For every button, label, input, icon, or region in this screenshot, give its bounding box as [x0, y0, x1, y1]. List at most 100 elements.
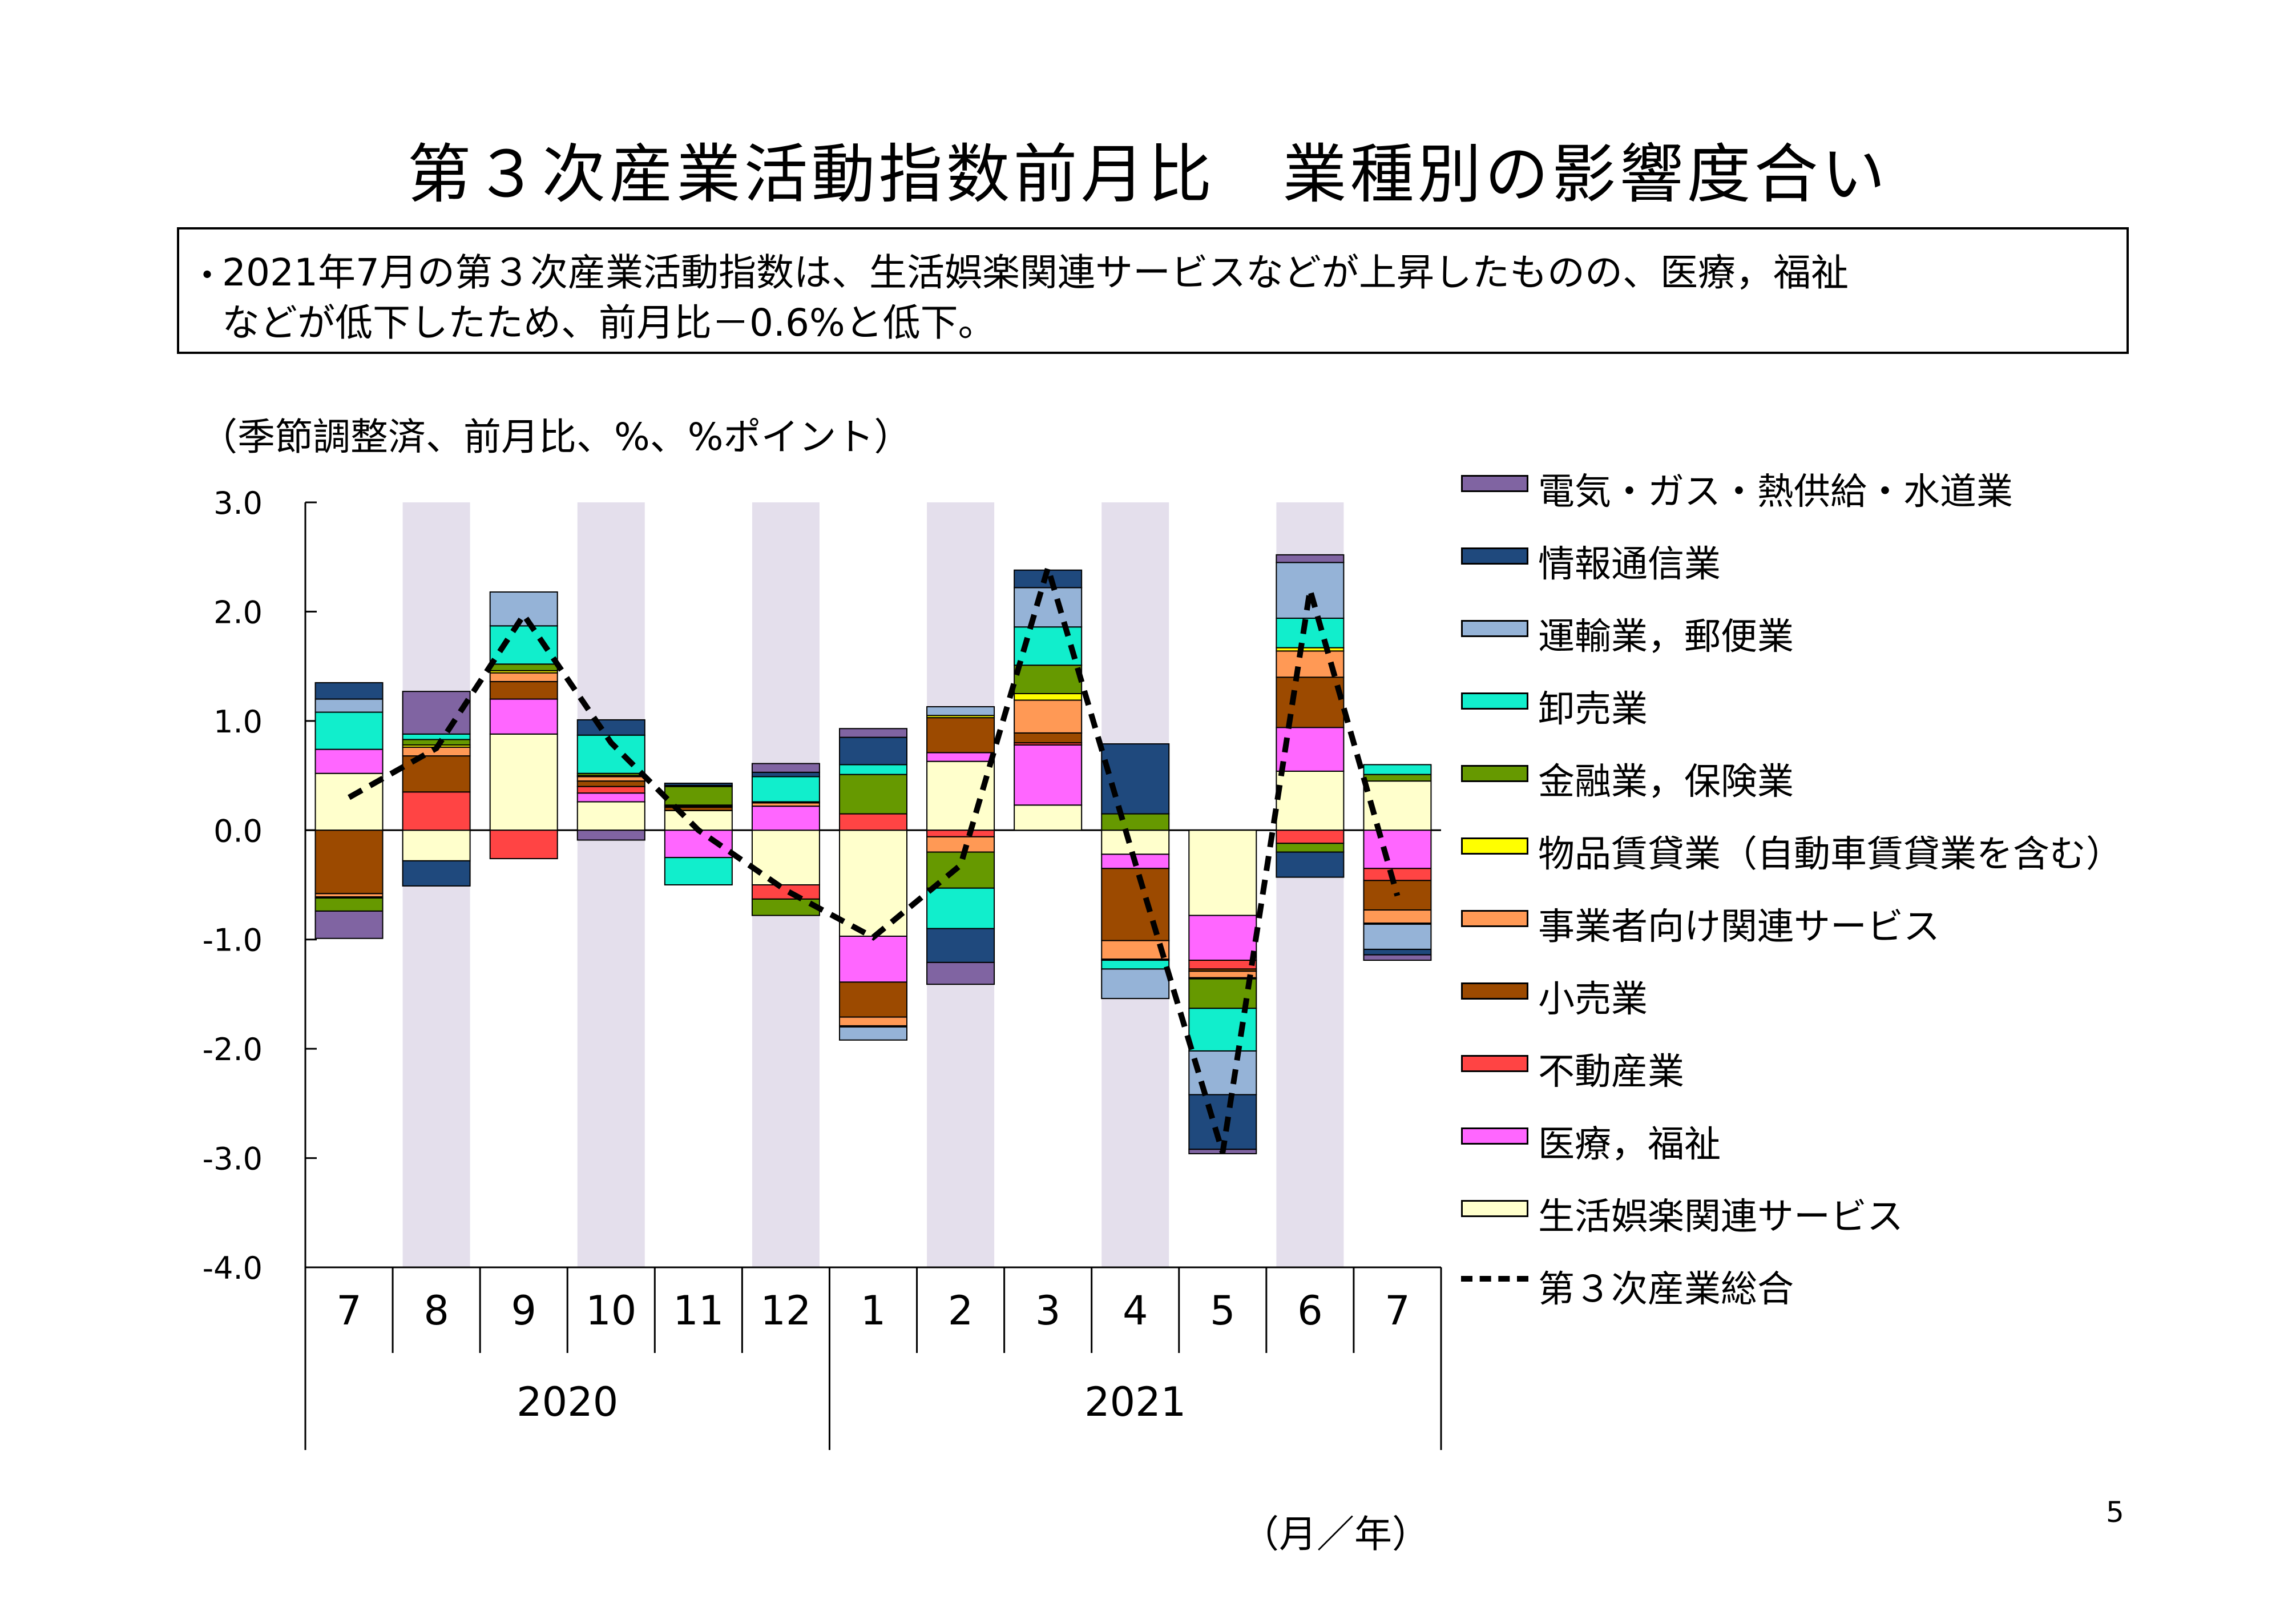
bar-segment — [489, 680, 558, 700]
y-tick-label: -4.0 — [203, 1250, 263, 1286]
bar-segment — [751, 806, 820, 831]
summary-line-2: などが低下したため、前月比－0.6%と低下。 — [222, 301, 996, 345]
x-tick-label: 11 — [673, 1287, 724, 1334]
x-tick-label: 8 — [423, 1287, 449, 1334]
bar-segment — [1101, 960, 1170, 970]
bar-segment — [926, 706, 995, 716]
bar-segment — [1014, 732, 1083, 744]
legend-swatch — [1461, 1055, 1528, 1072]
bar-segment — [1276, 676, 1345, 728]
bar-segment — [314, 682, 384, 700]
legend-label: 事業者向け関連サービス — [1538, 906, 1940, 948]
bar-segment — [314, 772, 384, 831]
year-label: 2021 — [1084, 1379, 1186, 1425]
legend-label: 情報通信業 — [1538, 543, 1721, 586]
legend-swatch — [1461, 837, 1528, 855]
x-tick-label: 5 — [1210, 1287, 1236, 1334]
bar-segment — [926, 887, 995, 929]
bar-segment — [1014, 626, 1083, 666]
bar-segment — [664, 807, 733, 811]
bar-segment — [402, 744, 471, 748]
page-title: 第３次産業活動指数前月比 業種別の影響度合い — [407, 138, 1889, 212]
bar-segment — [402, 733, 471, 740]
bar-segment — [751, 898, 820, 916]
legend-label: 物品賃貸業（自動車賃貸業を含む） — [1538, 833, 2123, 876]
bar-segment — [664, 786, 733, 806]
legend-label: 小売業 — [1538, 978, 1648, 1021]
bar-segment — [314, 829, 384, 895]
legend-swatch — [1461, 1127, 1528, 1145]
bar-segment — [1188, 1008, 1257, 1052]
bar-segment — [314, 910, 384, 939]
bar-segment — [576, 792, 645, 803]
x-tick-label: 3 — [1035, 1287, 1061, 1334]
bar-segment — [1101, 813, 1170, 831]
bar-segment — [576, 786, 645, 794]
bar-segment — [1188, 968, 1257, 972]
bar-segment — [1014, 744, 1083, 806]
bar-segment — [839, 935, 907, 983]
bar-segment — [751, 802, 820, 807]
bar-segment — [1014, 587, 1083, 628]
legend-swatch — [1461, 1200, 1528, 1217]
x-tick-label: 12 — [760, 1287, 811, 1334]
bar-segment — [839, 728, 907, 738]
bar-segment — [1188, 960, 1257, 970]
bar-segment — [402, 829, 471, 861]
bar-segment — [489, 829, 558, 860]
bar-segment — [839, 981, 907, 1018]
bar-segment — [1101, 829, 1170, 855]
bar-segment — [1014, 569, 1083, 589]
bar-segment — [402, 746, 471, 757]
bar-segment — [751, 763, 820, 773]
legend-swatch — [1461, 982, 1528, 1000]
y-tick-label: -1.0 — [203, 923, 263, 958]
bar-segment — [1188, 978, 1257, 1009]
bar-segment — [1101, 743, 1170, 815]
shaded-column — [1276, 502, 1344, 1267]
bar-segment — [839, 764, 907, 775]
bar-segment — [314, 711, 384, 750]
bar-segment — [751, 776, 820, 803]
bar-segment — [402, 739, 471, 746]
bar-segment — [314, 698, 384, 713]
bar-segment — [1014, 742, 1083, 746]
units-note: （季節調整済、前月比、%、%ポイント） — [200, 415, 912, 459]
shaded-column — [1101, 502, 1169, 1267]
bar-segment — [926, 851, 995, 889]
bar-segment — [1276, 647, 1345, 652]
bar-segment — [1101, 958, 1170, 961]
bar-segment — [314, 748, 384, 774]
bar-segment — [1363, 764, 1432, 775]
bar-segment — [489, 672, 558, 682]
bar-segment — [1363, 948, 1432, 956]
legend-swatch — [1461, 910, 1528, 927]
total-line — [348, 558, 1401, 1154]
bar-segment — [839, 736, 907, 766]
bar-segment — [576, 772, 645, 776]
bar-segment — [664, 784, 733, 787]
bar-segment — [1363, 880, 1432, 911]
bar-segment — [839, 1025, 907, 1028]
bar-segment — [751, 829, 820, 886]
y-tick-label: 2.0 — [213, 594, 263, 630]
legend-label: 金融業，保険業 — [1538, 761, 1794, 803]
bar-segment — [1014, 664, 1083, 694]
bar-segment — [1014, 699, 1083, 734]
bar-segment — [576, 776, 645, 782]
bar-segment — [1101, 940, 1170, 960]
x-tick-label: 1 — [861, 1287, 886, 1334]
legend-swatch — [1461, 475, 1528, 492]
shaded-column — [752, 502, 820, 1267]
y-tick-label: 0.0 — [213, 813, 263, 849]
bar-segment — [664, 806, 733, 808]
bar-segment — [839, 829, 907, 937]
bar-segment — [1188, 829, 1257, 916]
bar-segment — [1188, 977, 1257, 980]
summary-box: ・ 2021年7月の第３次産業活動指数は、生活娯楽関連サービスなどが上昇したもの… — [177, 227, 2129, 354]
legend-label: 運輸業，郵便業 — [1538, 616, 1794, 658]
bar-segment — [1363, 923, 1432, 925]
legend-label: 第３次産業総合 — [1538, 1268, 1794, 1311]
bar-segment — [576, 719, 645, 736]
summary-bullet: ・ — [189, 255, 225, 296]
